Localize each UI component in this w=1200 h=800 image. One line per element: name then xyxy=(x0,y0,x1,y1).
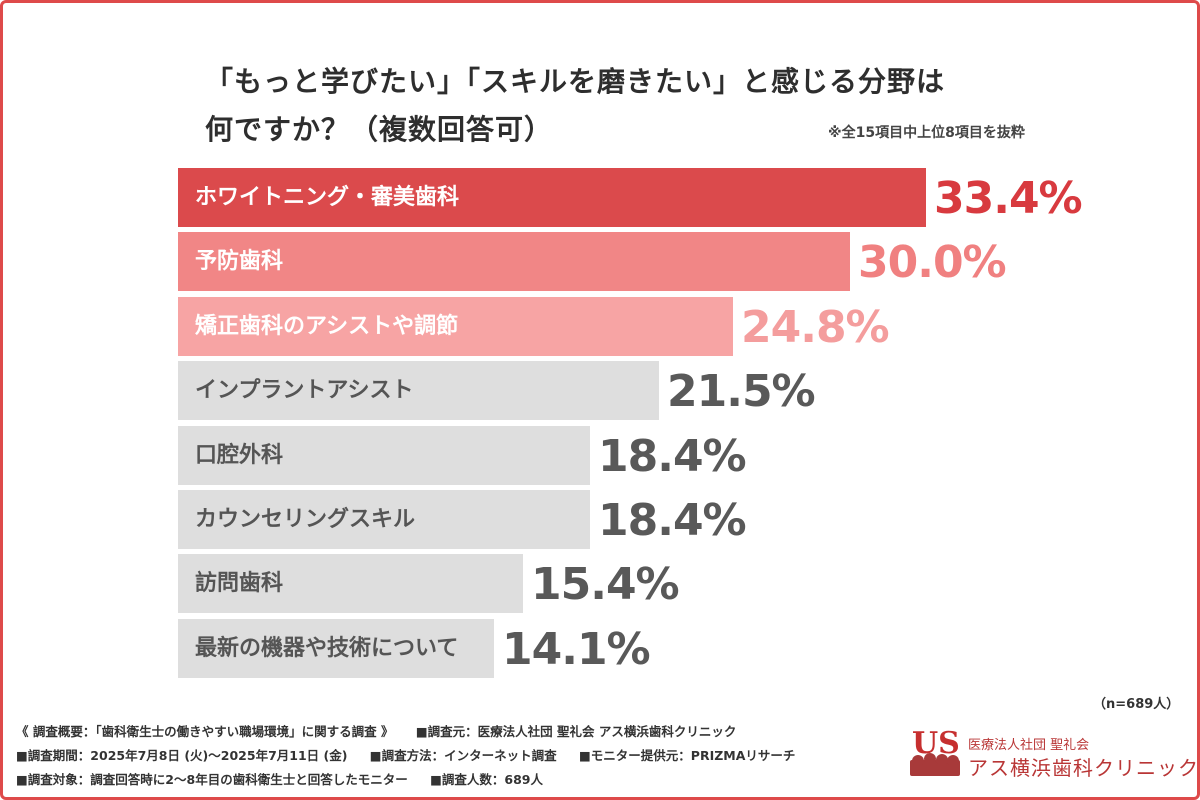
bar-category-label: 矯正歯科のアシストや調節 xyxy=(195,314,459,339)
footer-survey-count: ■調査人数：689人 xyxy=(430,772,543,787)
title-line-1: 「もっと学びたい」「スキルを磨きたい」と感じる分野は xyxy=(205,65,946,98)
sample-size: （n=689人） xyxy=(1093,697,1180,712)
bar xyxy=(178,361,659,420)
bar xyxy=(178,168,926,227)
footer-survey-source: ■調査元：医療法人社団 聖礼会 アス横浜歯科クリニック xyxy=(415,724,737,739)
bar-category-label: 口腔外科 xyxy=(195,443,284,468)
title-line-2: 何ですか？（複数回答可） xyxy=(205,113,554,146)
bar-value-label: 18.4% xyxy=(598,431,747,482)
bar xyxy=(178,619,494,678)
clinic-name: アス横浜歯科クリニック xyxy=(968,756,1199,780)
bar-value-label: 24.8% xyxy=(741,302,890,353)
footer-survey-method: ■調査方法：インターネット調査 xyxy=(369,748,557,763)
bar-category-label: 最新の機器や技術について xyxy=(195,636,459,661)
bar xyxy=(178,490,590,549)
clinic-logo: US 医療法人社団 聖礼会 アス横浜歯科クリニック xyxy=(908,726,1198,782)
chart-title: 「もっと学びたい」「スキルを磨きたい」と感じる分野は 何ですか？（複数回答可） xyxy=(205,58,945,154)
bar xyxy=(178,297,733,356)
footer-survey-overview: 《 調査概要：「歯科衛生士の働きやすい職場環境」に関する調査 》 xyxy=(16,724,394,739)
clinic-logo-us: US xyxy=(912,726,960,761)
bar xyxy=(178,426,590,485)
selection-note: ※全15項目中上位8項目を抜粋 xyxy=(828,125,1025,141)
bar-category-label: 訪問歯科 xyxy=(195,571,284,596)
survey-footer: 《 調査概要：「歯科衛生士の働きやすい職場環境」に関する調査 》 ■調査元：医療… xyxy=(16,720,813,792)
bar-value-label: 30.0% xyxy=(858,237,1007,288)
bar-value-label: 18.4% xyxy=(598,495,747,546)
bar-category-label: インプラントアシスト xyxy=(195,378,414,403)
bar xyxy=(178,554,523,613)
bar-value-label: 15.4% xyxy=(531,559,680,610)
bar-value-label: 21.5% xyxy=(667,366,816,417)
clinic-logo-mark: US xyxy=(908,726,962,780)
clinic-org-name: 医療法人社団 聖礼会 xyxy=(968,738,1090,753)
footer-survey-target: ■調査対象：調査回答時に2〜8年目の歯科衛生士と回答したモニター xyxy=(16,772,408,787)
footer-line-3: ■調査対象：調査回答時に2〜8年目の歯科衛生士と回答したモニター ■調査人数：6… xyxy=(16,768,813,792)
bar xyxy=(178,232,850,291)
clinic-logo-icon xyxy=(910,753,960,776)
footer-line-1: 《 調査概要：「歯科衛生士の働きやすい職場環境」に関する調査 》 ■調査元：医療… xyxy=(16,720,813,744)
footer-survey-period: ■調査期間：2025年7月8日 (火)〜2025年7月11日 (金) xyxy=(16,748,348,763)
bar-category-label: 予防歯科 xyxy=(195,249,284,274)
bar-category-label: ホワイトニング・審美歯科 xyxy=(195,185,460,210)
footer-monitor-provider: ■モニター提供元：PRIZMAリサーチ xyxy=(578,748,796,763)
bar-value-label: 33.4% xyxy=(934,173,1083,224)
bar-category-label: カウンセリングスキル xyxy=(195,507,416,532)
footer-line-2: ■調査期間：2025年7月8日 (火)〜2025年7月11日 (金) ■調査方法… xyxy=(16,744,813,768)
bar-value-label: 14.1% xyxy=(502,624,651,675)
